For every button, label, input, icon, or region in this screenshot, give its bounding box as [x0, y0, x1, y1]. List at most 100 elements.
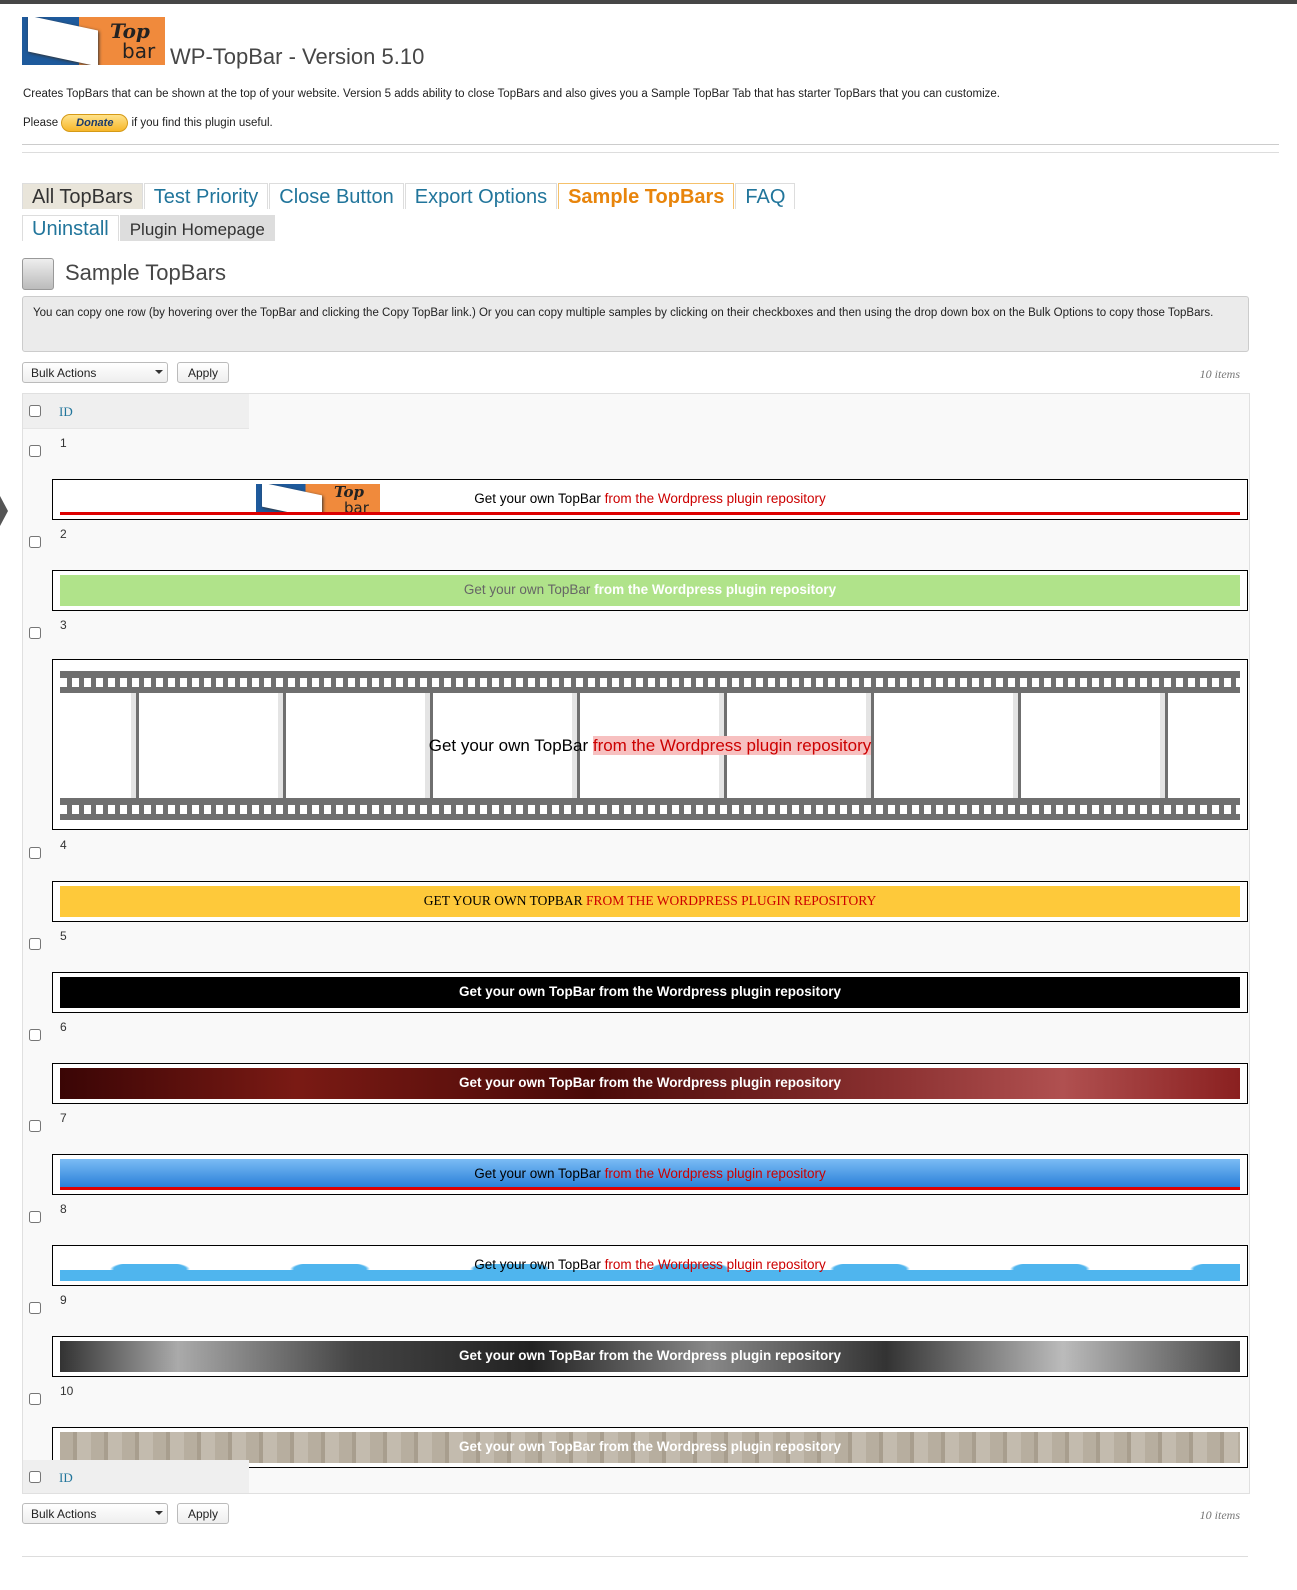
row-checkbox[interactable] — [29, 536, 41, 548]
topbar-link[interactable]: from the Wordpress plugin repository — [599, 1348, 842, 1363]
logo-text: bar — [344, 499, 369, 515]
tab-bar: All TopBars Test Priority Close Button Expo… — [22, 183, 822, 247]
topbar-preview: GET YOUR OWN TOPBAR FROM THE WORDPRESS P… — [52, 881, 1248, 922]
topbar-message: Get your own TopBar from the Wordpress p… — [429, 736, 872, 755]
row-checkbox[interactable] — [29, 938, 41, 950]
select-all-checkbox[interactable] — [29, 405, 41, 417]
bulk-actions-select[interactable]: Bulk Actions — [22, 362, 168, 383]
topbar-preview: Get your own TopBar from the Wordpress p… — [52, 659, 1248, 830]
topbar: Get your own TopBar from the Wordpress p… — [60, 977, 1240, 1008]
tab[interactable]: Test Priority — [143, 183, 269, 209]
row-checkbox[interactable] — [29, 445, 41, 457]
table-row: 6 Get your own TopBar from the Wordpress … — [23, 1013, 1249, 1104]
section-title: Sample TopBars — [65, 260, 227, 285]
topbar-logo: Top bar — [256, 484, 380, 515]
table-row: 7 Get your own TopBar from the Wordpress … — [23, 1104, 1249, 1195]
row-checkbox[interactable] — [29, 1029, 41, 1041]
topbar: Get your own TopBar from the Wordpress p… — [60, 1159, 1240, 1190]
row-checkbox[interactable] — [29, 1211, 41, 1223]
table-row: 2 Get your own TopBar from the Wordpress … — [23, 520, 1249, 611]
item-count: 10 items — [1199, 367, 1240, 381]
table-row: 10 Get your own TopBar from the Wordpress… — [23, 1377, 1249, 1468]
topbar-message: Get your own TopBar from the Wordpress p… — [474, 1257, 825, 1272]
description: Creates TopBars that can be shown at the… — [23, 88, 1001, 100]
topbar-text: Get your own TopBar — [458, 984, 596, 999]
topbar-text: GET YOUR OWN TOPBAR — [423, 893, 583, 908]
row-checkbox[interactable] — [29, 1393, 41, 1405]
topbar: Get your own TopBar from the Wordpress p… — [60, 1068, 1240, 1099]
select-all-checkbox[interactable] — [29, 1471, 41, 1483]
topbar-message: Get your own TopBar from the Wordpress p… — [464, 582, 836, 597]
tab[interactable]: Sample TopBars — [558, 183, 735, 209]
topbar: GET YOUR OWN TOPBAR FROM THE WORDPRESS P… — [60, 886, 1240, 917]
topbar: Get your own TopBar from the Wordpress p… — [60, 1432, 1240, 1463]
topbar-message: Get your own TopBar from the Wordpress p… — [459, 1075, 841, 1090]
row-id: 9 — [60, 1293, 67, 1307]
topbar-message: Get your own TopBar from the Wordpress p… — [459, 1348, 841, 1363]
text: if you find this plugin useful. — [131, 117, 273, 129]
topbar-table: ID 1 Top bar Get your own TopBar from the W… — [22, 393, 1250, 1494]
notice: You can copy one row (by hovering over t… — [22, 296, 1249, 352]
table-row: 4 GET YOUR OWN TOPBAR FROM THE WORDPRESS … — [23, 831, 1249, 922]
tab[interactable]: Plugin Homepage — [119, 215, 275, 241]
topbar-link[interactable]: from the Wordpress plugin repository — [604, 491, 826, 506]
topbar-preview: Get your own TopBar from the Wordpress p… — [52, 1336, 1248, 1377]
topbar: Get your own TopBar from the Wordpress p… — [60, 671, 1240, 820]
row-checkbox[interactable] — [29, 1120, 41, 1132]
topbar: Get your own TopBar from the Wordpress p… — [60, 575, 1240, 606]
topbar-link[interactable]: from the Wordpress plugin repository — [599, 984, 842, 999]
topbar: Top bar Get your own TopBar from the Wordp… — [60, 484, 1240, 515]
tab[interactable]: Close Button — [269, 183, 404, 209]
topbar-message: Get your own TopBar from the Wordpress p… — [474, 1166, 825, 1181]
topbar: Get your own TopBar from the Wordpress p… — [60, 1250, 1240, 1281]
topbar-preview: Get your own TopBar from the Wordpress p… — [52, 1427, 1248, 1468]
logo-text: Top — [110, 19, 150, 43]
tab[interactable]: FAQ — [735, 183, 796, 209]
row-checkbox[interactable] — [29, 1302, 41, 1314]
topbar-link[interactable]: FROM THE WORDPRESS PLUGIN REPOSITORY — [585, 893, 877, 908]
table-row: 9 Get your own TopBar from the Wordpress … — [23, 1286, 1249, 1377]
topbar-message: GET YOUR OWN TOPBAR FROM THE WORDPRESS P… — [424, 893, 877, 908]
column-header[interactable]: ID — [59, 404, 73, 419]
divider — [22, 144, 1279, 153]
collapse-arrow[interactable] — [0, 496, 16, 526]
tab[interactable]: All TopBars — [22, 183, 143, 209]
film-strip — [60, 798, 1240, 820]
topbar-link[interactable]: from the Wordpress plugin repository — [604, 1257, 826, 1272]
topbar-link[interactable]: from the Wordpress plugin repository — [599, 1075, 842, 1090]
topbar-text: Get your own TopBar — [474, 1166, 601, 1181]
donate-button[interactable]: Donate — [61, 114, 129, 132]
topbar-preview: Top bar Get your own TopBar from the Wordp… — [52, 479, 1248, 520]
topbar-link[interactable]: from the Wordpress plugin repository — [604, 1166, 826, 1181]
table-row: 8 Get your own TopBar from the Wordpress … — [23, 1195, 1249, 1286]
bulk-actions-select[interactable]: Bulk Actions — [22, 1503, 168, 1524]
logo-text: Top — [334, 484, 364, 501]
topbar-message: Get your own TopBar from the Wordpress p… — [459, 984, 841, 999]
admin-bar — [0, 0, 1297, 4]
topbar-link[interactable]: from the Wordpress plugin repository — [599, 1439, 842, 1454]
table-row: 3 Get your own TopBar from the Wordpress … — [23, 611, 1249, 831]
text: Please — [23, 117, 59, 129]
topbar-text: Get your own TopBar — [458, 1439, 596, 1454]
divider — [22, 1556, 1248, 1557]
row-checkbox[interactable] — [29, 627, 41, 639]
table-header: ID — [23, 394, 249, 429]
row-id: 3 — [60, 618, 67, 632]
topbar-link[interactable]: from the Wordpress plugin repository — [594, 582, 837, 597]
row-checkbox[interactable] — [29, 847, 41, 859]
column-header[interactable]: ID — [59, 1470, 73, 1485]
table-footer: ID — [23, 1460, 249, 1493]
tab[interactable]: Export Options — [404, 183, 558, 209]
topbar-message: Get your own TopBar from the Wordpress p… — [474, 491, 825, 506]
table-row: 5 Get your own TopBar from the Wordpress … — [23, 922, 1249, 1013]
topbar-text: Get your own TopBar — [474, 491, 601, 506]
topbar-preview: Get your own TopBar from the Wordpress p… — [52, 972, 1248, 1013]
tab[interactable]: Uninstall — [22, 215, 119, 241]
topbar-link[interactable]: from the Wordpress plugin repository — [592, 736, 872, 755]
apply-button[interactable]: Apply — [177, 1503, 229, 1524]
apply-button[interactable]: Apply — [177, 362, 229, 383]
film-strip — [60, 671, 1240, 693]
item-count: 10 items — [1199, 1508, 1240, 1522]
table-row: 1 Top bar Get your own TopBar from the Word… — [23, 429, 1249, 520]
